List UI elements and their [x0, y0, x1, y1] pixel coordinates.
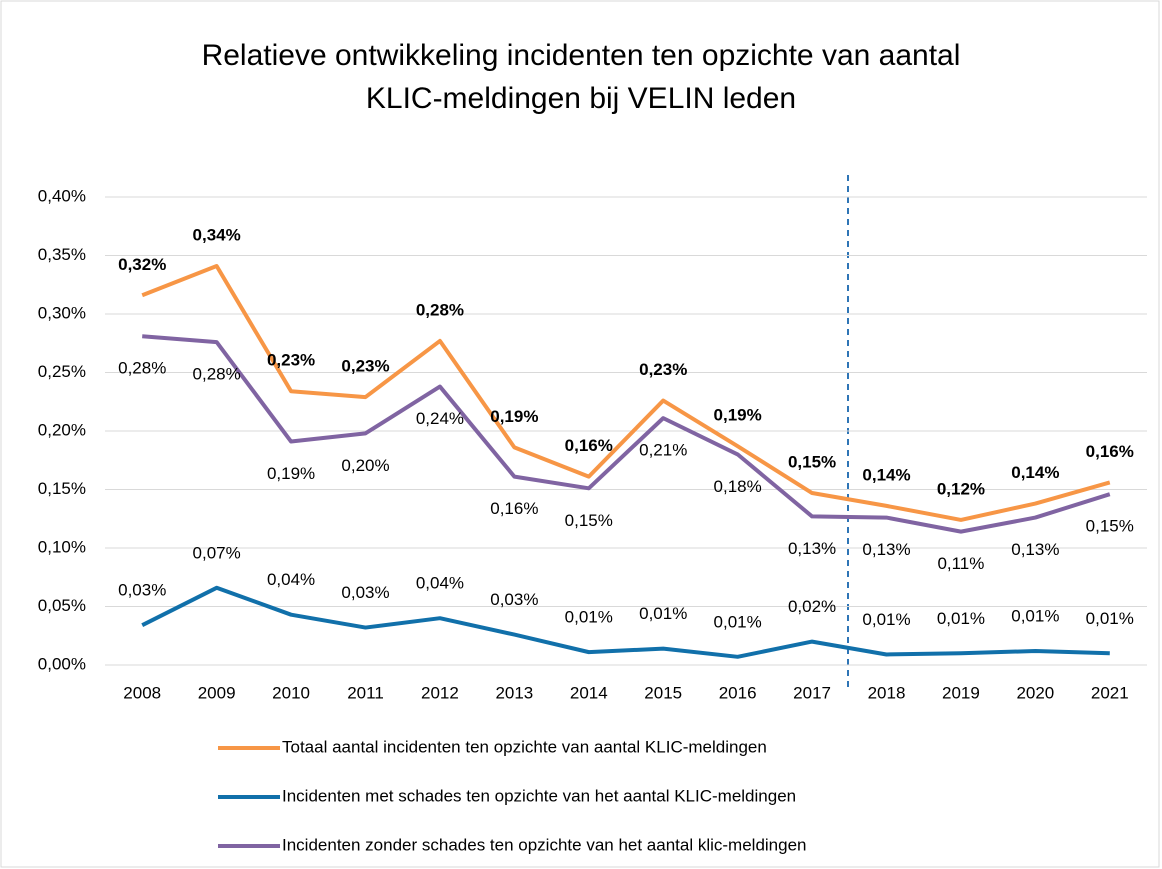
data-label: 0,01% — [714, 612, 762, 631]
series-line — [141, 585, 1110, 659]
y-tick-label: 0,40% — [38, 186, 86, 205]
data-label: 0,20% — [341, 456, 389, 475]
data-label: 0,16% — [1086, 442, 1134, 461]
data-label: 0,16% — [565, 436, 613, 455]
data-label: 0,19% — [267, 464, 315, 483]
data-label: 0,21% — [639, 441, 687, 460]
x-tick-label: 2011 — [347, 683, 384, 702]
y-tick-label: 0,20% — [38, 420, 86, 439]
x-tick-label: 2015 — [644, 683, 682, 702]
x-tick-label: 2020 — [1016, 683, 1054, 702]
legend-label: Incidenten zonder schades ten opzichte v… — [282, 835, 807, 854]
data-label: 0,01% — [937, 609, 985, 628]
data-label: 0,28% — [416, 300, 464, 319]
data-label: 0,13% — [788, 539, 836, 558]
data-label: 0,01% — [565, 608, 613, 627]
x-tick-label: 2021 — [1091, 683, 1129, 702]
data-label: 0,24% — [416, 409, 464, 428]
x-tick-label: 2012 — [421, 683, 459, 702]
data-label: 0,02% — [788, 597, 836, 616]
data-label: 0,14% — [1011, 463, 1059, 482]
data-label: 0,15% — [565, 511, 613, 530]
data-label: 0,04% — [267, 570, 315, 589]
data-label: 0,14% — [862, 465, 910, 484]
data-label: 0,28% — [118, 359, 166, 378]
data-label: 0,15% — [788, 452, 836, 471]
series-line — [141, 264, 1111, 522]
x-tick-label: 2017 — [793, 683, 831, 702]
y-tick-label: 0,35% — [38, 245, 86, 264]
data-label: 0,03% — [118, 581, 166, 600]
data-label: 0,12% — [937, 479, 985, 498]
y-tick-label: 0,05% — [38, 596, 86, 615]
data-label: 0,03% — [341, 583, 389, 602]
y-tick-label: 0,10% — [38, 537, 86, 556]
x-tick-label: 2010 — [272, 683, 310, 702]
data-label: 0,23% — [341, 357, 389, 376]
x-tick-label: 2016 — [719, 683, 757, 702]
x-tick-label: 2009 — [198, 683, 236, 702]
chart-title: Relatieve ontwikkeling incidenten ten op… — [201, 39, 961, 115]
data-label: 0,32% — [118, 255, 166, 274]
data-label: 0,16% — [490, 499, 538, 518]
x-tick-label: 2008 — [123, 683, 161, 702]
data-label: 0,18% — [714, 477, 762, 496]
data-label: 0,19% — [490, 407, 538, 426]
y-tick-label: 0,15% — [38, 479, 86, 498]
data-label: 0,07% — [193, 543, 241, 562]
data-label: 0,34% — [193, 226, 241, 245]
y-tick-label: 0,25% — [38, 362, 86, 381]
data-label: 0,01% — [1086, 609, 1134, 628]
data-label: 0,13% — [1011, 540, 1059, 559]
data-label: 0,23% — [267, 351, 315, 370]
data-label: 0,03% — [490, 590, 538, 609]
data-label: 0,04% — [416, 574, 464, 593]
data-label: 0,15% — [1086, 517, 1134, 536]
x-tick-label: 2019 — [942, 683, 980, 702]
legend-label: Totaal aantal incidenten ten opzichte va… — [282, 737, 767, 756]
y-tick-label: 0,30% — [38, 303, 86, 322]
legend-label: Incidenten met schades ten opzichte van … — [282, 786, 796, 805]
data-label: 0,01% — [1011, 606, 1059, 625]
data-label: 0,01% — [639, 604, 687, 623]
data-label: 0,13% — [862, 540, 910, 559]
x-tick-label: 2018 — [868, 683, 906, 702]
data-label: 0,28% — [193, 365, 241, 384]
series-line — [142, 334, 1111, 534]
data-label: 0,19% — [714, 406, 762, 425]
data-label: 0,01% — [862, 610, 910, 629]
y-tick-label: 0,00% — [38, 654, 86, 673]
x-tick-label: 2013 — [495, 683, 533, 702]
data-label: 0,23% — [639, 360, 687, 379]
x-tick-label: 2014 — [570, 683, 608, 702]
data-label: 0,11% — [937, 554, 984, 573]
